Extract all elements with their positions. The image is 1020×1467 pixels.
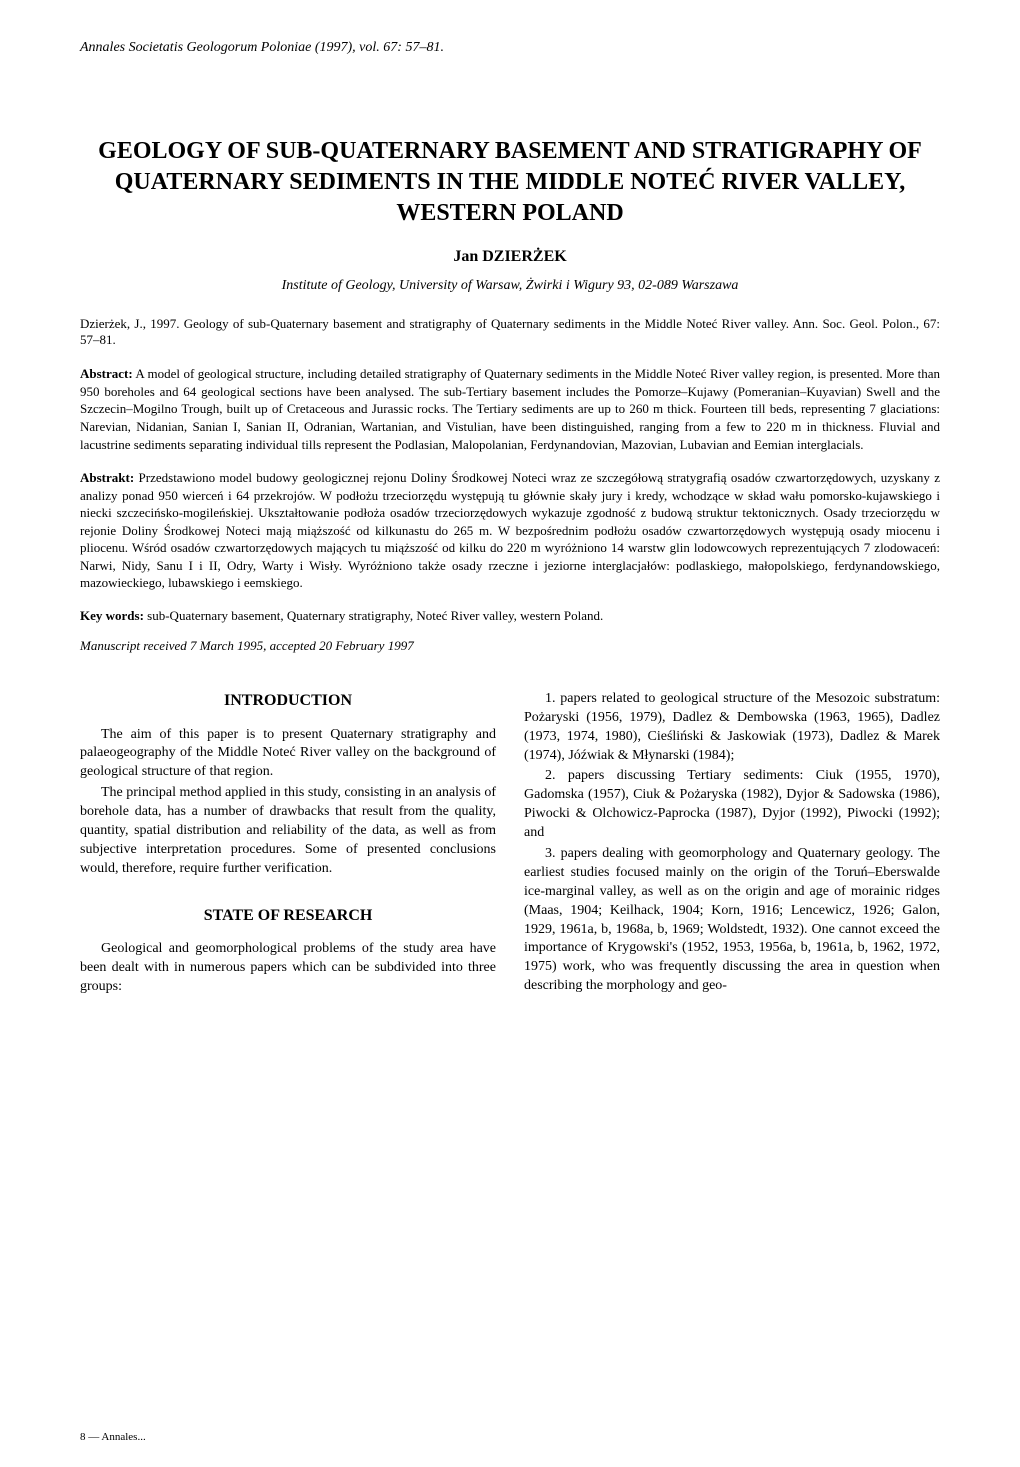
abstract-en-text: A model of geological structure, includi… [80,366,940,451]
citation-block: Dzierżek, J., 1997. Geology of sub-Quate… [80,316,940,350]
abstract-pl-label: Abstrakt: [80,470,134,485]
author-name: Jan DZIERŻEK [80,248,940,266]
paragraph: 1. papers related to geological structur… [524,690,940,766]
paragraph: Geological and geomorphological problems… [80,940,496,997]
paragraph: The principal method applied in this stu… [80,784,496,878]
abstract-polish: Abstrakt: Przedstawiono model budowy geo… [80,469,940,592]
abstract-pl-text: Przedstawiono model budowy geologicznej … [80,470,940,590]
article-title: GEOLOGY OF SUB-QUATERNARY BASEMENT AND S… [80,136,940,230]
keywords-block: Key words: sub-Quaternary basement, Quat… [80,608,940,624]
page: Annales Societatis Geologorum Poloniae (… [0,0,1020,1467]
paragraph: 3. papers dealing with geomorphology and… [524,845,940,996]
abstract-english: Abstract: A model of geological structur… [80,365,940,453]
keywords-text: sub-Quaternary basement, Quaternary stra… [144,608,603,623]
footer-signature: 8 — Annales... [80,1431,146,1443]
right-column: 1. papers related to geological structur… [524,690,940,999]
section-heading-state-of-research: STATE OF RESEARCH [80,905,496,927]
author-affiliation: Institute of Geology, University of Wars… [80,278,940,294]
section-heading-introduction: INTRODUCTION [80,690,496,712]
running-header: Annales Societatis Geologorum Poloniae (… [80,40,940,56]
manuscript-dates: Manuscript received 7 March 1995, accept… [80,638,940,654]
abstract-en-label: Abstract: [80,366,133,381]
body-columns: INTRODUCTION The aim of this paper is to… [80,690,940,999]
paragraph: 2. papers discussing Tertiary sediments:… [524,767,940,843]
paragraph: The aim of this paper is to present Quat… [80,726,496,783]
keywords-label: Key words: [80,608,144,623]
left-column: INTRODUCTION The aim of this paper is to… [80,690,496,999]
